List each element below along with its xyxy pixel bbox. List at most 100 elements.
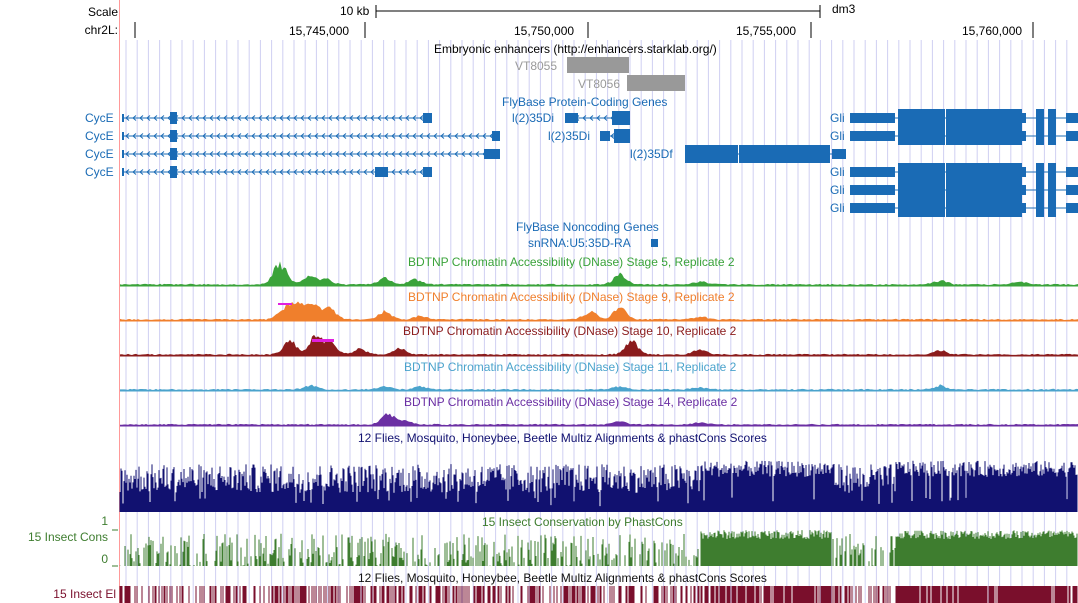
strand-arrow <box>398 169 403 175</box>
gene-exon[interactable] <box>170 148 177 160</box>
gene-exon[interactable] <box>1036 163 1044 181</box>
noncoding-gene-block[interactable] <box>651 239 658 247</box>
gene-exon[interactable] <box>484 149 500 159</box>
gene-exon[interactable] <box>170 166 177 178</box>
gene-exon[interactable] <box>1048 109 1056 127</box>
gene-exon[interactable] <box>1048 127 1056 145</box>
gene-exon[interactable] <box>1066 113 1078 123</box>
gene-label-gli[interactable]: Gli <box>830 201 845 215</box>
gene-exon[interactable] <box>946 181 1022 199</box>
gene-exon[interactable] <box>946 163 1022 181</box>
gene-exon[interactable] <box>1036 109 1044 127</box>
strand-arrow <box>202 169 207 175</box>
dnase-track-title-stage5[interactable]: BDTNP Chromatin Accessibility (DNase) St… <box>408 255 735 269</box>
enhancer-block[interactable] <box>627 75 685 91</box>
gene-exon[interactable] <box>898 109 945 127</box>
gene-exon[interactable] <box>1066 185 1078 195</box>
gene-label-gli[interactable]: Gli <box>830 111 845 125</box>
gene-exon[interactable] <box>898 181 945 199</box>
gene-exon[interactable] <box>492 131 500 141</box>
elements-track-title[interactable]: 12 Flies, Mosquito, Honeybee, Beetle Mul… <box>358 571 767 585</box>
enhancer-block[interactable] <box>567 57 629 73</box>
noncoding-track-title[interactable]: FlyBase Noncoding Genes <box>516 220 659 234</box>
gene-label-cyce[interactable]: CycE <box>85 129 114 143</box>
dnase-signal-stage10[interactable] <box>120 334 1078 356</box>
strand-arrow <box>321 169 326 175</box>
dnase-track-title-stage14[interactable]: BDTNP Chromatin Accessibility (DNase) St… <box>404 395 738 409</box>
conserved-element-bars[interactable] <box>119 586 1078 603</box>
gene-exon[interactable] <box>1066 131 1078 141</box>
gene-exon[interactable] <box>898 127 945 145</box>
dnase-track-title-stage10[interactable]: BDTNP Chromatin Accessibility (DNase) St… <box>403 324 737 338</box>
dnase-track-title-stage9[interactable]: BDTNP Chromatin Accessibility (DNase) St… <box>408 290 735 304</box>
enhancer-label[interactable]: VT8055 <box>515 59 558 73</box>
gene-exon[interactable] <box>1048 181 1056 199</box>
gene-label-cyce[interactable]: CycE <box>85 147 114 161</box>
gene-exon[interactable] <box>898 163 945 181</box>
phastcons-track-title[interactable]: 15 Insect Conservation by PhastCons <box>482 515 683 529</box>
gene-exon[interactable] <box>850 131 895 141</box>
gene-exon[interactable] <box>600 131 610 141</box>
gene-exon[interactable] <box>946 109 1022 127</box>
gene-exon[interactable] <box>122 168 124 176</box>
gene-label-l2-35df[interactable]: l(2)35Df <box>630 147 673 161</box>
gene-label-cyce[interactable]: CycE <box>85 165 114 179</box>
gene-exon[interactable] <box>612 111 630 125</box>
multiz-track-title[interactable]: 12 Flies, Mosquito, Honeybee, Beetle Mul… <box>358 431 767 445</box>
strand-arrow <box>223 169 228 175</box>
gene-exon[interactable] <box>1066 167 1078 177</box>
gene-exon[interactable] <box>1022 203 1026 213</box>
gene-exon[interactable] <box>122 114 124 122</box>
gene-exon[interactable] <box>1048 163 1056 181</box>
gene-exon[interactable] <box>1022 113 1026 123</box>
gene-exon[interactable] <box>565 113 578 123</box>
phastcons-side-label[interactable]: 15 Insect Cons <box>27 530 108 544</box>
gene-exon[interactable] <box>685 145 738 163</box>
gene-label-l2-35di[interactable]: l(2)35Di <box>548 129 591 143</box>
gene-exon[interactable] <box>850 113 895 123</box>
dnase-signal-stage11[interactable] <box>120 384 1078 391</box>
gene-exon[interactable] <box>1022 167 1026 177</box>
gene-exon[interactable] <box>946 127 1022 145</box>
gene-exon[interactable] <box>1036 127 1044 145</box>
gene-exon[interactable] <box>423 167 432 177</box>
gene-label-gli[interactable]: Gli <box>830 165 845 179</box>
gene-exon[interactable] <box>739 145 830 163</box>
dnase-track-title-stage11[interactable]: BDTNP Chromatin Accessibility (DNase) St… <box>404 360 737 374</box>
gene-exon[interactable] <box>122 150 124 158</box>
enhancers-track-title[interactable]: Embryonic enhancers (http://enhancers.st… <box>434 42 717 56</box>
gene-exon[interactable] <box>1066 203 1078 213</box>
genes-track-title[interactable]: FlyBase Protein-Coding Genes <box>502 95 668 109</box>
gene-exon[interactable] <box>850 167 895 177</box>
gene-exon[interactable] <box>1022 185 1026 195</box>
multiz-conservation-bars[interactable] <box>119 460 1078 512</box>
phastcons-score-bars[interactable] <box>119 530 1078 566</box>
dnase-signal-stage14[interactable] <box>120 413 1078 426</box>
gene-label-cyce[interactable]: CycE <box>85 111 114 125</box>
gene-exon[interactable] <box>423 113 432 123</box>
gene-label-gli[interactable]: Gli <box>830 129 845 143</box>
elements-side-label[interactable]: 15 Insect El <box>53 587 116 601</box>
gene-exon[interactable] <box>850 203 895 213</box>
dnase-signal-stage9[interactable] <box>120 301 1078 321</box>
gene-exon[interactable] <box>122 132 124 140</box>
gene-exon[interactable] <box>1022 131 1026 141</box>
gene-exon[interactable] <box>1048 199 1056 217</box>
gene-exon[interactable] <box>850 185 895 195</box>
gene-exon[interactable] <box>1036 181 1044 199</box>
gene-exon[interactable] <box>832 149 846 159</box>
gene-label-l2-35di[interactable]: l(2)35Di <box>512 111 555 125</box>
gene-exon[interactable] <box>170 130 177 142</box>
gene-exon[interactable] <box>898 199 945 217</box>
strand-arrow <box>132 169 137 175</box>
enhancer-label[interactable]: VT8056 <box>578 77 621 91</box>
gene-label-gli[interactable]: Gli <box>830 183 845 197</box>
gene-exon[interactable] <box>614 129 630 143</box>
gene-exon[interactable] <box>946 199 1022 217</box>
gene-exon[interactable] <box>170 112 177 124</box>
gene-exon[interactable] <box>1036 199 1044 217</box>
noncoding-gene-label[interactable]: snRNA:U5:35D-RA <box>528 236 631 250</box>
gene-exon[interactable] <box>375 167 388 177</box>
